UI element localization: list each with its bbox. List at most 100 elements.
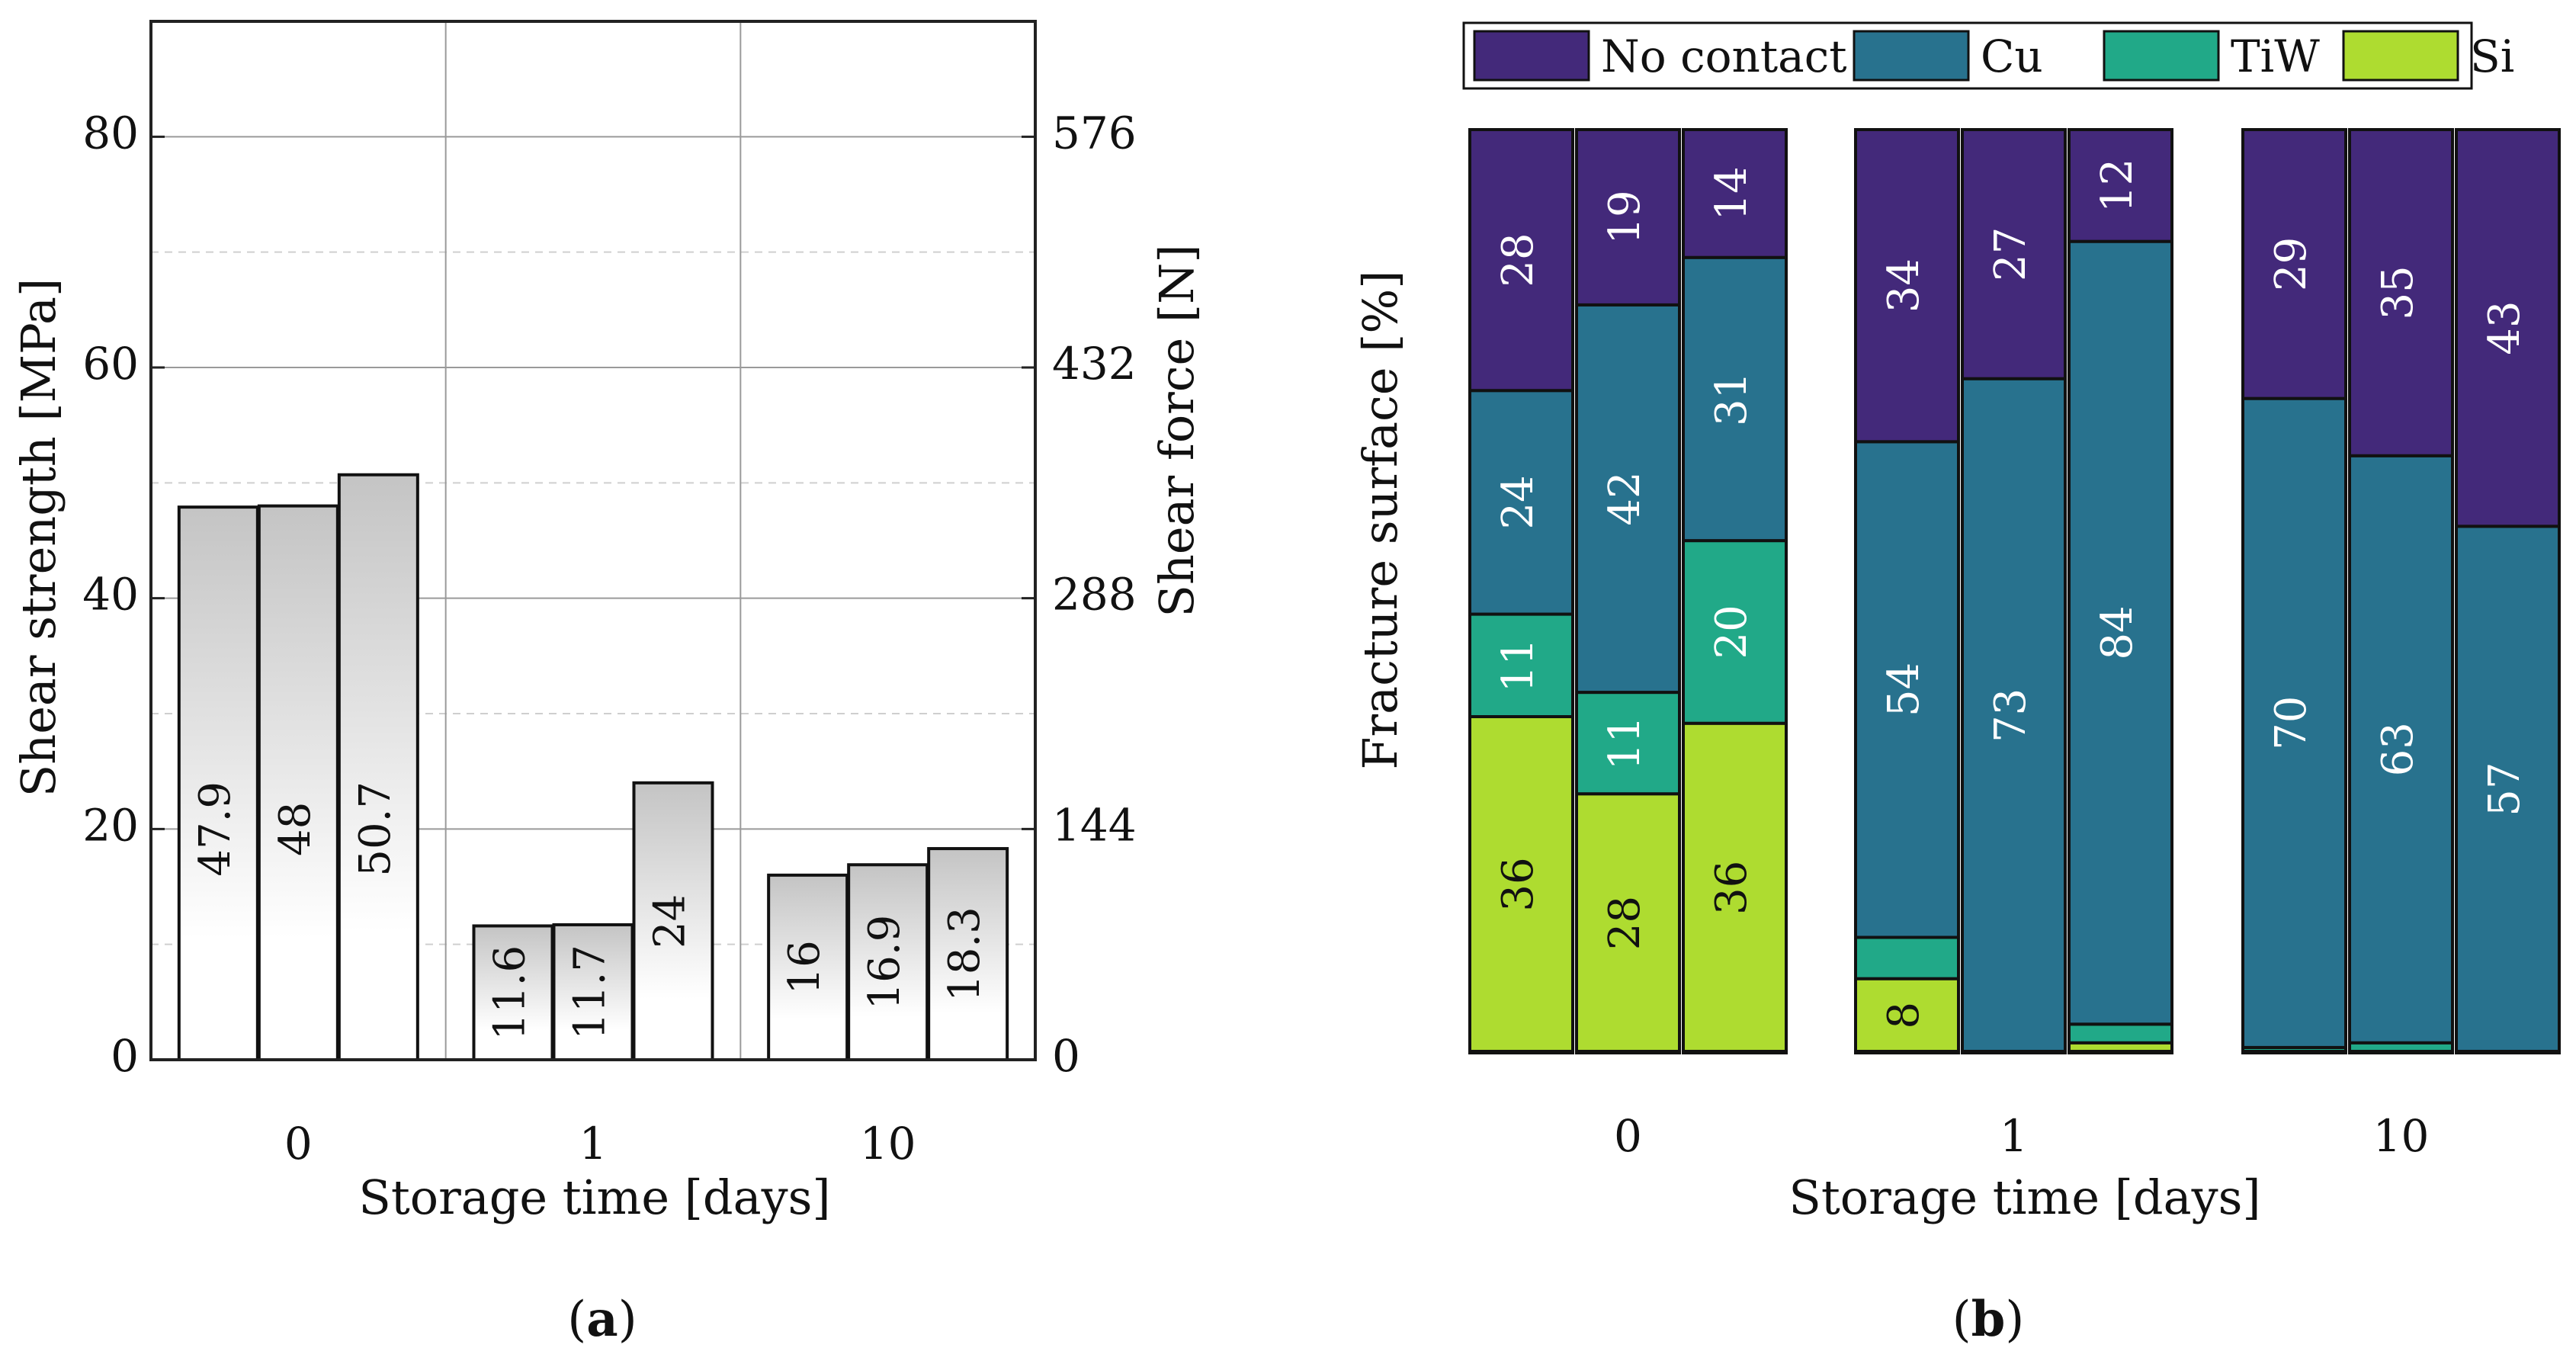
bar — [337, 473, 419, 1061]
segment-value-label: 19 — [1600, 190, 1650, 244]
bar-value-label: 47.9 — [191, 781, 240, 877]
secondary-y-axis-label: Shear force [N] — [1149, 244, 1205, 617]
segment-cu — [2348, 454, 2454, 1045]
bar — [177, 505, 259, 1061]
segment-no-contact — [1854, 128, 1960, 444]
segment-no-contact — [2455, 128, 2561, 528]
segment-no-contact — [1468, 128, 1574, 393]
y-tick-label: 20 — [82, 799, 139, 851]
bar-value-label: 16 — [780, 940, 829, 994]
segment-value-label: 63 — [2373, 722, 2423, 776]
segment-si — [1575, 792, 1681, 1054]
segment-value-label: 84 — [2093, 605, 2142, 659]
segment-value-label: 34 — [1879, 258, 1929, 313]
segment-value-label: 29 — [2266, 237, 2316, 291]
segment-cu — [1854, 440, 1960, 939]
segment-si — [1682, 721, 1788, 1054]
segment-tiw — [1682, 539, 1788, 725]
bar-value-label: 24 — [646, 894, 695, 948]
bar — [257, 504, 339, 1061]
segment-cu — [2455, 525, 2561, 1054]
segment-value-label: 28 — [1493, 233, 1543, 287]
axis-ticks: 0 1 10 0 20 40 60 80 0 144 288 432 576 — [82, 107, 1137, 1170]
segment-tiw — [2068, 1022, 2173, 1045]
bar-value-label: 50.7 — [351, 781, 400, 877]
x-tick-label: 0 — [1614, 1110, 1642, 1162]
legend-swatch — [1473, 30, 1590, 82]
segment-value-label: 42 — [1600, 471, 1650, 525]
x-tick-label: 1 — [579, 1118, 608, 1170]
y-axis-label: Fracture surface [%] — [1352, 271, 1408, 770]
segment-cu — [1682, 255, 1788, 543]
bar-value-label: 16.9 — [860, 915, 909, 1010]
segment-value-label: 35 — [2373, 265, 2423, 319]
segment-value-label: 70 — [2266, 696, 2316, 750]
legend-label: Si — [2470, 30, 2514, 82]
segment-no-contact — [2241, 128, 2347, 400]
segment-value-label: 36 — [1707, 861, 1756, 915]
fracture-surface-chart: No contact Cu TiW Si 36 11 24 28 28 11 42 19 36 20 31… — [1352, 21, 2561, 1348]
segment-si — [1468, 715, 1574, 1054]
segment-value-label: 8 — [1879, 1002, 1929, 1029]
legend-label: No contact — [1601, 30, 1847, 82]
y-tick-label: 80 — [82, 107, 139, 159]
legend-label: TiW — [2231, 30, 2320, 82]
segment-value-label: 24 — [1493, 475, 1543, 529]
shear-strength-chart: 47.9 48 50.7 11.6 11.7 24 16 16.9 18.3 0 1 10 0 20 40… — [11, 20, 1205, 1348]
segment-value-label: 43 — [2480, 301, 2529, 355]
bars: 47.9 48 50.7 11.6 11.7 24 16 16.9 18.3 — [177, 473, 1009, 1062]
segment-cu — [1468, 389, 1574, 616]
x-axis-label: Storage time [days] — [358, 1170, 830, 1225]
segment-value-label: 36 — [1493, 857, 1543, 911]
x-tick-label: 1 — [2000, 1110, 2028, 1162]
panel-label-a: (a) — [567, 1291, 637, 1348]
segment-value-label: 57 — [2480, 762, 2529, 817]
y2-tick-label: 288 — [1052, 569, 1137, 621]
segment-tiw — [1854, 935, 1960, 980]
segment-value-label: 20 — [1707, 605, 1756, 659]
x-tick-label: 10 — [2373, 1110, 2430, 1162]
x-tick-label: 0 — [284, 1118, 313, 1170]
segment-no-contact — [1575, 128, 1681, 306]
segment-value-label: 11 — [1493, 638, 1543, 692]
x-tick-label: 10 — [860, 1118, 916, 1170]
segment-value-label: 11 — [1600, 716, 1650, 770]
segment-value-label: 54 — [1879, 663, 1929, 717]
segment-no-contact — [1682, 128, 1788, 259]
y-tick-label: 60 — [82, 338, 139, 390]
y2-tick-label: 576 — [1052, 107, 1137, 159]
bar-value-label: 11.6 — [486, 945, 535, 1041]
bar-value-label: 18.3 — [940, 907, 990, 1002]
y2-tick-label: 0 — [1052, 1030, 1080, 1082]
axis-ticks: 0 1 10 — [1614, 1110, 2429, 1162]
segment-value-label: 14 — [1707, 166, 1756, 220]
segment-value-label: 27 — [1986, 227, 2035, 281]
bar — [472, 924, 554, 1062]
y-axis-label: Shear strength [MPa] — [11, 278, 66, 797]
segment-value-label: 31 — [1707, 372, 1756, 426]
y-tick-label: 0 — [111, 1030, 139, 1082]
bar-value-label: 48 — [271, 802, 320, 856]
segment-tiw — [1575, 691, 1681, 796]
y-tick-label: 40 — [82, 569, 139, 621]
legend-swatch — [2103, 30, 2220, 82]
legend: No contact Cu TiW Si — [1462, 21, 2514, 90]
legend-swatch — [1853, 30, 1970, 82]
stacked-bars: 36 11 24 28 28 11 42 19 36 20 31 14 8 54 34 73 27 84 12 70 2… — [1468, 128, 2561, 1054]
segment-cu — [2241, 396, 2347, 1049]
plot-frame — [149, 20, 1037, 1061]
y2-tick-label: 432 — [1052, 338, 1137, 390]
bar-value-label: 11.7 — [566, 945, 615, 1040]
y2-tick-label: 144 — [1052, 799, 1137, 851]
panel-label-b: (b) — [1952, 1291, 2025, 1348]
segment-value-label: 28 — [1600, 896, 1650, 950]
segment-value-label: 12 — [2093, 159, 2142, 213]
x-axis-label: Storage time [days] — [1788, 1170, 2260, 1225]
segment-no-contact — [2348, 128, 2454, 457]
segment-cu — [1961, 377, 2067, 1054]
segment-no-contact — [2068, 128, 2173, 243]
legend-swatch — [2342, 30, 2459, 82]
legend-label: Cu — [1981, 30, 2043, 82]
segment-no-contact — [1961, 128, 2067, 380]
